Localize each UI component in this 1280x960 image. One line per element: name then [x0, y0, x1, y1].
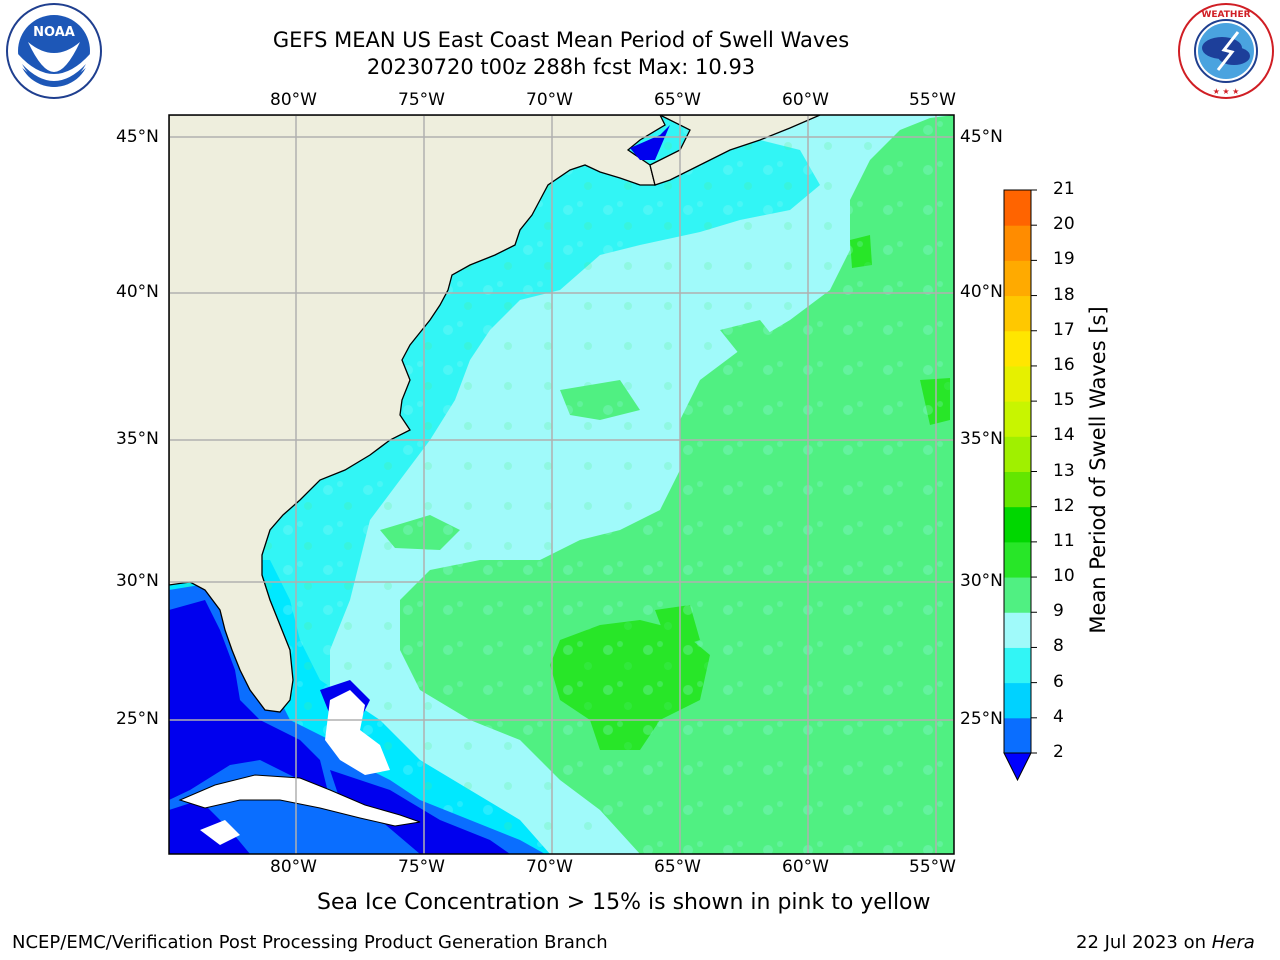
colorbar-tick-label: 14 — [1053, 425, 1075, 446]
swell-below-2 — [169, 600, 330, 800]
lon-label-top: 60°W — [782, 90, 829, 110]
lon-label-bottom: 80°W — [270, 857, 317, 877]
lon-label-bottom: 55°W — [909, 857, 956, 877]
colorbar-tick-label: 17 — [1053, 319, 1075, 340]
colorbar-segment — [1004, 401, 1031, 437]
colorbar-tick-label: 9 — [1053, 601, 1064, 622]
colorbar-segment — [1004, 225, 1031, 261]
colorbar-tick-label: 6 — [1053, 671, 1064, 692]
island-cuba — [178, 774, 421, 827]
colorbar-tick-label: 18 — [1053, 284, 1075, 305]
colorbar-segment — [1004, 577, 1031, 613]
colorbar-label: Mean Period of Swell Waves [s] — [1086, 306, 1110, 634]
lat-label-left: 40°N — [116, 282, 159, 302]
colorbar-tick-label: 11 — [1053, 530, 1075, 551]
colorbar-tick-label: 10 — [1053, 566, 1075, 587]
colorbar-tick-label: 4 — [1053, 706, 1064, 727]
colorbar-tick-label: 12 — [1053, 495, 1075, 516]
colorbar-extend-triangle — [1003, 752, 1032, 782]
lat-label-right: 45°N — [960, 127, 1003, 147]
colorbar-segment — [1004, 330, 1031, 367]
colorbar-tick-label: 16 — [1053, 354, 1075, 375]
colorbar-tick-label: 20 — [1053, 214, 1075, 235]
lat-label-left: 30°N — [116, 571, 159, 591]
chart-title: GEFS MEAN US East Coast Mean Period of S… — [272, 28, 850, 52]
svg-text:★ ★ ★: ★ ★ ★ — [1213, 87, 1240, 96]
colorbar-segment — [1004, 260, 1031, 297]
lon-label-top: 80°W — [270, 90, 317, 110]
map-frame — [168, 114, 955, 855]
lon-label-bottom: 70°W — [526, 857, 573, 877]
nws-logo-icon: WEATHER ★ ★ ★ — [1178, 3, 1274, 99]
svg-text:WEATHER: WEATHER — [1201, 10, 1250, 20]
colorbar-segment — [1004, 682, 1031, 719]
colorbar-segment — [1004, 471, 1031, 508]
colorbar-tick-label: 2 — [1053, 742, 1064, 762]
colorbar — [1003, 189, 1037, 782]
colorbar-segment — [1004, 541, 1031, 578]
lat-label-right: 40°N — [960, 282, 1003, 302]
noaa-logo-text: NOAA — [33, 25, 75, 40]
colorbar-tick-label: 19 — [1053, 249, 1075, 270]
footer-right: 22 Jul 2023 on Hera — [1076, 932, 1255, 953]
colorbar-tick-label: 13 — [1053, 460, 1075, 481]
footer-machine: Hera — [1211, 932, 1255, 953]
land-nova-scotia — [649, 115, 821, 186]
colorbar-segment — [1004, 647, 1031, 684]
colorbar-segment — [1004, 506, 1031, 543]
colorbar-tick-label: 21 — [1053, 179, 1075, 199]
lon-label-top: 55°W — [909, 90, 956, 110]
lat-label-left: 25°N — [116, 709, 159, 729]
colorbar-segment — [1004, 365, 1031, 402]
colorbar-tick-label: 8 — [1053, 636, 1064, 657]
lat-label-left: 45°N — [116, 127, 159, 147]
lon-label-bottom: 60°W — [782, 857, 829, 877]
lat-label-right: 35°N — [960, 429, 1003, 449]
noaa-logo-icon: NOAA — [6, 3, 102, 99]
lon-label-top: 70°W — [526, 90, 573, 110]
colorbar-segment — [1004, 436, 1031, 472]
chart-subtitle: 20230720 t00z 288h fcst Max: 10.93 — [366, 55, 756, 79]
colorbar-tick-label: 15 — [1053, 390, 1075, 411]
colorbar-segment — [1004, 717, 1031, 754]
lat-gridlines — [169, 136, 954, 721]
land-us-east-coast — [169, 115, 666, 713]
lon-gridlines — [295, 115, 937, 854]
lat-label-left: 35°N — [116, 429, 159, 449]
footer-left: NCEP/EMC/Verification Post Processing Pr… — [12, 932, 608, 953]
lon-label-top: 65°W — [654, 90, 701, 110]
footer-date: 22 Jul 2023 on — [1076, 932, 1212, 953]
lon-label-bottom: 65°W — [654, 857, 701, 877]
sea-ice-note: Sea Ice Concentration > 15% is shown in … — [317, 890, 931, 915]
lon-label-top: 75°W — [398, 90, 445, 110]
colorbar-segment — [1004, 190, 1031, 226]
lat-label-right: 30°N — [960, 571, 1003, 591]
colorbar-segment — [1004, 295, 1031, 332]
lat-label-right: 25°N — [960, 709, 1003, 729]
colorbar-segment — [1004, 612, 1031, 648]
lon-label-bottom: 75°W — [398, 857, 445, 877]
